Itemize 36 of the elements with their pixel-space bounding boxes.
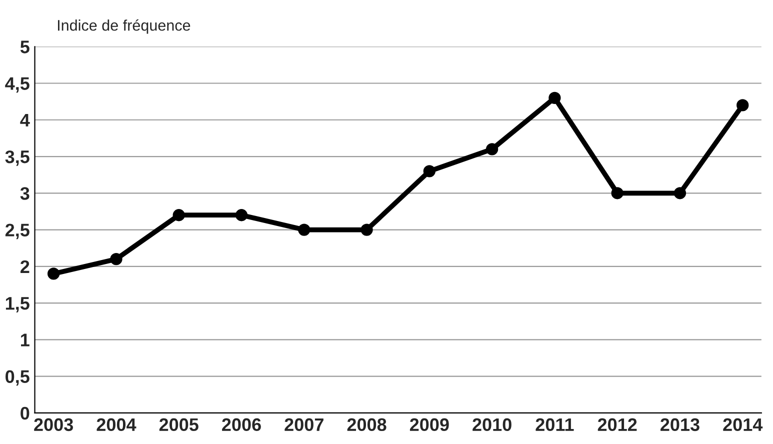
y-tick-label: 1,5	[6, 297, 30, 312]
point	[235, 209, 248, 222]
point	[48, 268, 60, 280]
y-tick-label: 1	[21, 334, 30, 346]
point	[360, 224, 373, 236]
x-tick-label: 2006	[222, 418, 261, 432]
point	[298, 224, 310, 236]
x-tick-label: 2011	[536, 418, 574, 432]
y-tick-label: 3	[20, 187, 30, 200]
point	[486, 143, 498, 156]
x-tick-label: 2008	[347, 418, 386, 432]
y-tick-label: 4,5	[5, 77, 30, 93]
x-tick-label: 2012	[598, 418, 637, 432]
x-tick-label: 2009	[410, 418, 449, 432]
y-tick-label: 4	[20, 114, 30, 126]
y-tick-label: 2	[20, 260, 30, 273]
x-tick-label: 2007	[284, 418, 324, 432]
point	[674, 187, 686, 200]
x-tick-label: 2004	[96, 418, 136, 432]
y-tick-label: 0	[20, 406, 30, 420]
y-tick-label: 2,5	[5, 224, 30, 240]
x-tick-label: 2013	[660, 418, 700, 432]
point	[172, 209, 185, 222]
x-tick-label: 2003	[34, 418, 74, 432]
x-tick-label: 2010	[472, 418, 512, 432]
point	[611, 187, 624, 200]
point	[736, 99, 749, 112]
point	[110, 253, 122, 266]
point	[423, 165, 436, 178]
y-tick-label: 5	[20, 40, 30, 54]
x-tick-label: 2014	[723, 418, 763, 432]
y-tick-label: 3,5	[5, 150, 30, 166]
x-tick-label: 2005	[159, 418, 198, 432]
point	[548, 92, 561, 104]
y-tick-label: 0,5	[6, 370, 30, 386]
y-axis-title: Indice de fréquence	[58, 19, 190, 34]
